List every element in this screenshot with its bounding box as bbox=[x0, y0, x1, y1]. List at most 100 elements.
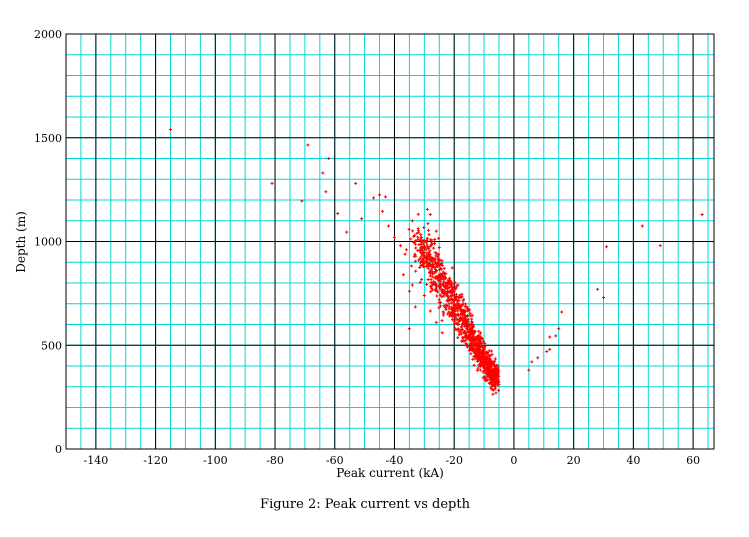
data-point bbox=[438, 293, 442, 297]
data-point bbox=[169, 127, 173, 131]
data-point bbox=[420, 277, 424, 281]
data-point bbox=[434, 281, 438, 285]
data-point bbox=[490, 352, 494, 356]
data-point bbox=[418, 266, 422, 270]
data-point bbox=[431, 272, 435, 276]
y-tick-label: 500 bbox=[41, 339, 62, 352]
data-point bbox=[481, 352, 485, 356]
data-point bbox=[425, 207, 429, 211]
data-point bbox=[494, 391, 498, 395]
x-tick-label: -140 bbox=[84, 454, 109, 467]
data-point bbox=[436, 290, 440, 294]
data-point bbox=[462, 321, 466, 325]
data-point bbox=[471, 357, 475, 361]
data-point bbox=[457, 333, 461, 337]
data-point bbox=[425, 283, 429, 287]
data-point bbox=[455, 301, 459, 305]
data-point bbox=[464, 321, 468, 325]
data-point bbox=[426, 222, 430, 226]
data-point bbox=[486, 351, 490, 355]
data-point bbox=[494, 377, 498, 381]
data-point bbox=[426, 253, 430, 257]
data-point bbox=[449, 280, 453, 284]
data-point bbox=[321, 171, 325, 175]
data-point bbox=[492, 363, 496, 367]
data-point bbox=[450, 266, 454, 270]
data-point bbox=[410, 264, 414, 268]
data-point bbox=[467, 348, 471, 352]
data-point bbox=[491, 378, 495, 382]
data-point bbox=[440, 291, 444, 295]
data-point bbox=[429, 290, 433, 294]
data-point bbox=[476, 358, 480, 362]
data-point bbox=[437, 300, 441, 304]
data-point bbox=[450, 301, 454, 305]
data-point bbox=[496, 383, 500, 387]
data-point bbox=[441, 313, 445, 317]
data-point bbox=[457, 320, 461, 324]
data-point bbox=[493, 382, 497, 386]
data-point bbox=[413, 305, 417, 309]
data-point bbox=[410, 283, 414, 287]
data-point bbox=[429, 280, 433, 284]
data-point bbox=[440, 289, 444, 293]
data-point bbox=[445, 304, 449, 308]
x-tick-label: -120 bbox=[143, 454, 168, 467]
data-point bbox=[496, 366, 500, 370]
data-point bbox=[448, 312, 452, 316]
data-point bbox=[472, 363, 476, 367]
data-point bbox=[414, 242, 418, 246]
data-point bbox=[481, 339, 485, 343]
data-point bbox=[416, 212, 420, 216]
data-point bbox=[431, 288, 435, 292]
data-point bbox=[467, 334, 471, 338]
data-point bbox=[459, 332, 463, 336]
data-point bbox=[459, 307, 463, 311]
data-point bbox=[433, 251, 437, 255]
data-point bbox=[412, 254, 416, 258]
data-point bbox=[306, 143, 310, 147]
data-point bbox=[489, 386, 493, 390]
data-point bbox=[493, 380, 497, 384]
data-point bbox=[434, 320, 438, 324]
data-point bbox=[398, 244, 402, 248]
data-point bbox=[548, 347, 552, 351]
data-point bbox=[429, 267, 433, 271]
data-point bbox=[483, 345, 487, 349]
data-point bbox=[453, 327, 457, 331]
data-point bbox=[477, 352, 481, 356]
data-point bbox=[490, 372, 494, 376]
data-point bbox=[446, 298, 450, 302]
data-point bbox=[480, 337, 484, 341]
data-point bbox=[327, 157, 331, 160]
data-point bbox=[477, 343, 481, 347]
data-point bbox=[464, 338, 468, 342]
data-point bbox=[453, 281, 457, 285]
data-point bbox=[418, 248, 422, 252]
data-point bbox=[468, 308, 472, 312]
data-point bbox=[455, 317, 459, 321]
data-point bbox=[458, 316, 462, 320]
data-point bbox=[416, 235, 420, 239]
data-point bbox=[410, 219, 414, 223]
data-point bbox=[418, 280, 422, 284]
data-point bbox=[452, 287, 456, 291]
data-point bbox=[434, 265, 438, 269]
data-point bbox=[658, 244, 662, 248]
data-point bbox=[471, 335, 475, 339]
data-point bbox=[464, 314, 468, 318]
data-point bbox=[488, 366, 492, 370]
data-point bbox=[440, 259, 444, 263]
data-point bbox=[430, 265, 434, 269]
data-point bbox=[428, 245, 432, 249]
data-point bbox=[604, 245, 608, 249]
data-point bbox=[460, 336, 464, 340]
data-point bbox=[476, 354, 480, 358]
data-point bbox=[536, 356, 540, 360]
data-point bbox=[479, 350, 483, 354]
data-point bbox=[372, 196, 376, 200]
data-point bbox=[446, 282, 450, 286]
y-tick-label: 1000 bbox=[34, 236, 62, 249]
data-point bbox=[419, 238, 423, 242]
data-point bbox=[440, 295, 444, 299]
